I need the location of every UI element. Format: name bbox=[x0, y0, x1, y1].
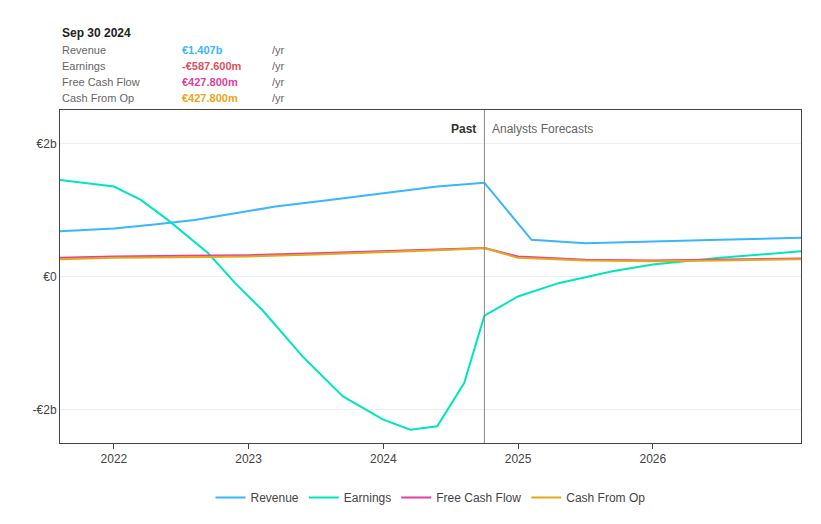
svg-text:Free Cash Flow: Free Cash Flow bbox=[436, 491, 521, 505]
svg-text:Past: Past bbox=[451, 122, 476, 136]
svg-text:2022: 2022 bbox=[101, 452, 128, 466]
svg-text:Cash From Op: Cash From Op bbox=[566, 491, 645, 505]
svg-text:/yr: /yr bbox=[272, 60, 285, 72]
svg-text:/yr: /yr bbox=[272, 92, 285, 104]
svg-text:-€2b: -€2b bbox=[33, 403, 57, 417]
svg-text:-€587.600m: -€587.600m bbox=[182, 60, 242, 72]
svg-text:Revenue: Revenue bbox=[251, 491, 299, 505]
svg-text:€427.800m: €427.800m bbox=[182, 76, 238, 88]
svg-text:Cash From Op: Cash From Op bbox=[62, 92, 134, 104]
svg-text:Earnings: Earnings bbox=[344, 491, 391, 505]
svg-text:Sep 30 2024: Sep 30 2024 bbox=[62, 26, 131, 40]
svg-text:€0: €0 bbox=[43, 270, 57, 284]
svg-text:Revenue: Revenue bbox=[62, 44, 106, 56]
svg-text:€1.407b: €1.407b bbox=[182, 44, 223, 56]
svg-text:/yr: /yr bbox=[272, 76, 285, 88]
svg-text:2024: 2024 bbox=[370, 452, 397, 466]
svg-text:€2b: €2b bbox=[37, 137, 57, 151]
svg-text:€427.800m: €427.800m bbox=[182, 92, 238, 104]
svg-text:Earnings: Earnings bbox=[62, 60, 106, 72]
svg-text:2025: 2025 bbox=[505, 452, 532, 466]
svg-text:/yr: /yr bbox=[272, 44, 285, 56]
svg-text:2023: 2023 bbox=[235, 452, 262, 466]
svg-text:Free Cash Flow: Free Cash Flow bbox=[62, 76, 140, 88]
svg-text:2026: 2026 bbox=[639, 452, 666, 466]
svg-text:Analysts Forecasts: Analysts Forecasts bbox=[492, 122, 593, 136]
